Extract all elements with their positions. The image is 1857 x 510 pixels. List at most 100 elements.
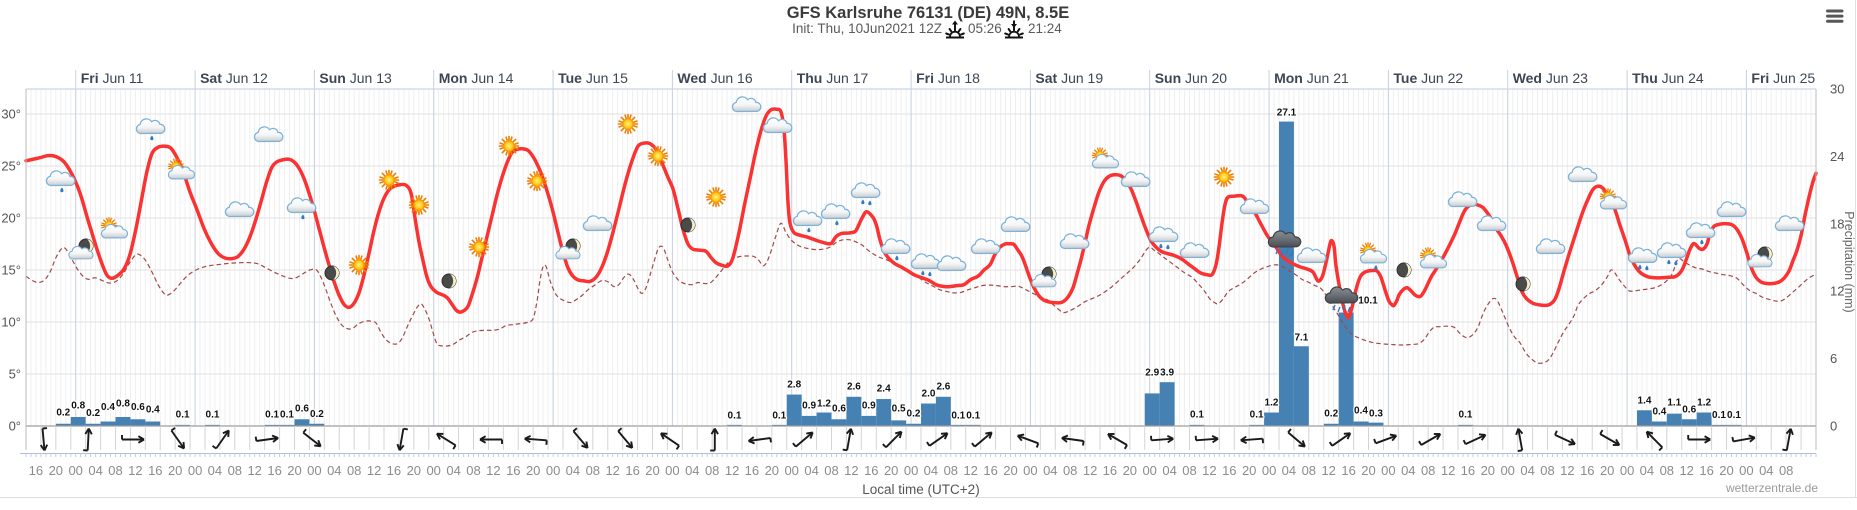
svg-text:16: 16 (983, 463, 997, 478)
svg-text:12: 12 (963, 463, 977, 478)
svg-text:08: 08 (1779, 463, 1793, 478)
svg-text:20: 20 (1361, 463, 1375, 478)
svg-text:1.4: 1.4 (1638, 396, 1652, 407)
svg-text:Sun Jun 20: Sun Jun 20 (1155, 70, 1228, 86)
svg-text:08: 08 (108, 463, 122, 478)
svg-text:16: 16 (864, 463, 878, 478)
svg-text:08: 08 (944, 463, 958, 478)
svg-text:04: 04 (685, 463, 699, 478)
svg-text:20°: 20° (1, 211, 21, 226)
svg-text:08: 08 (1540, 463, 1554, 478)
svg-text:0: 0 (1830, 419, 1837, 434)
svg-text:20: 20 (1600, 463, 1614, 478)
svg-text:0.1: 0.1 (1459, 410, 1473, 421)
svg-text:0.1: 0.1 (728, 411, 742, 422)
svg-text:2.6: 2.6 (936, 382, 950, 393)
svg-text:0.2: 0.2 (86, 408, 100, 419)
svg-text:12: 12 (247, 463, 261, 478)
svg-text:00: 00 (546, 463, 560, 478)
svg-text:2.6: 2.6 (847, 382, 861, 393)
svg-text:12: 12 (1083, 463, 1097, 478)
svg-text:0.1: 0.1 (951, 411, 965, 422)
svg-text:Fri Jun 18: Fri Jun 18 (916, 70, 980, 86)
svg-text:00: 00 (1500, 463, 1514, 478)
svg-text:00: 00 (665, 463, 679, 478)
svg-text:16: 16 (745, 463, 759, 478)
svg-text:2.4: 2.4 (877, 384, 891, 395)
svg-text:20: 20 (645, 463, 659, 478)
svg-text:20: 20 (526, 463, 540, 478)
svg-text:0.1: 0.1 (280, 410, 294, 421)
svg-text:0.1: 0.1 (265, 410, 279, 421)
svg-text:04: 04 (88, 463, 102, 478)
svg-text:0.6: 0.6 (295, 404, 309, 415)
svg-text:08: 08 (1660, 463, 1674, 478)
svg-text:Local time (UTC+2): Local time (UTC+2) (862, 482, 979, 497)
svg-text:0.1: 0.1 (176, 410, 190, 421)
svg-text:04: 04 (1520, 463, 1534, 478)
svg-text:1.1: 1.1 (1667, 398, 1681, 409)
svg-text:16: 16 (267, 463, 281, 478)
svg-text:00: 00 (188, 463, 202, 478)
svg-text:Wed Jun 23: Wed Jun 23 (1513, 70, 1588, 86)
svg-text:Precipitation (mm): Precipitation (mm) (1842, 211, 1856, 312)
svg-text:0.4: 0.4 (1652, 407, 1666, 418)
svg-text:16: 16 (1461, 463, 1475, 478)
svg-text:25°: 25° (1, 159, 21, 174)
svg-text:30°: 30° (1, 107, 21, 122)
svg-text:12: 12 (725, 463, 739, 478)
svg-text:08: 08 (824, 463, 838, 478)
svg-text:0.4: 0.4 (146, 405, 160, 416)
svg-text:16: 16 (1103, 463, 1117, 478)
svg-text:04: 04 (208, 463, 222, 478)
svg-text:08: 08 (586, 463, 600, 478)
svg-text:Fri Jun 25: Fri Jun 25 (1751, 70, 1815, 86)
svg-text:0.6: 0.6 (1682, 405, 1696, 416)
svg-text:Fri Jun 11: Fri Jun 11 (81, 70, 144, 86)
svg-text:08: 08 (466, 463, 480, 478)
svg-text:05:26: 05:26 (968, 21, 1002, 36)
svg-text:Init: Thu, 10Jun2021 12Z: Init: Thu, 10Jun2021 12Z (792, 21, 942, 36)
svg-text:20: 20 (407, 463, 421, 478)
svg-text:2.9: 2.9 (1145, 368, 1159, 379)
svg-text:16: 16 (387, 463, 401, 478)
svg-text:0.9: 0.9 (802, 401, 816, 412)
svg-text:12: 12 (844, 463, 858, 478)
svg-text:0.2: 0.2 (907, 409, 921, 420)
svg-text:16: 16 (1222, 463, 1236, 478)
svg-text:00: 00 (1381, 463, 1395, 478)
svg-text:00: 00 (426, 463, 440, 478)
svg-text:20: 20 (1481, 463, 1495, 478)
svg-text:10.1: 10.1 (1358, 296, 1378, 307)
svg-text:16: 16 (29, 463, 43, 478)
svg-text:27.1: 27.1 (1277, 108, 1297, 119)
svg-text:0.1: 0.1 (966, 411, 980, 422)
svg-text:08: 08 (1063, 463, 1077, 478)
svg-text:2.0: 2.0 (922, 389, 936, 400)
svg-text:00: 00 (68, 463, 82, 478)
svg-text:16: 16 (1341, 463, 1355, 478)
svg-text:04: 04 (1401, 463, 1415, 478)
svg-text:00: 00 (784, 463, 798, 478)
svg-text:20: 20 (1003, 463, 1017, 478)
svg-text:00: 00 (1262, 463, 1276, 478)
svg-text:0.1: 0.1 (206, 410, 220, 421)
svg-text:0.2: 0.2 (56, 408, 70, 419)
svg-text:12: 12 (1321, 463, 1335, 478)
svg-text:1.2: 1.2 (1697, 398, 1711, 409)
svg-text:12: 12 (605, 463, 619, 478)
svg-text:Tue Jun 15: Tue Jun 15 (558, 70, 628, 86)
svg-text:20: 20 (884, 463, 898, 478)
svg-text:0.8: 0.8 (116, 399, 130, 410)
svg-text:00: 00 (1739, 463, 1753, 478)
svg-text:0.1: 0.1 (1250, 410, 1264, 421)
svg-text:08: 08 (1421, 463, 1435, 478)
svg-text:00: 00 (1620, 463, 1634, 478)
svg-text:04: 04 (566, 463, 580, 478)
svg-text:GFS Karlsruhe 76131 (DE) 49N,: GFS Karlsruhe 76131 (DE) 49N, 8.5E (787, 4, 1069, 22)
svg-text:0.2: 0.2 (1324, 409, 1338, 420)
svg-text:0.2: 0.2 (310, 409, 324, 420)
svg-text:0.8: 0.8 (71, 401, 85, 412)
svg-text:0°: 0° (9, 419, 21, 434)
svg-text:04: 04 (804, 463, 818, 478)
